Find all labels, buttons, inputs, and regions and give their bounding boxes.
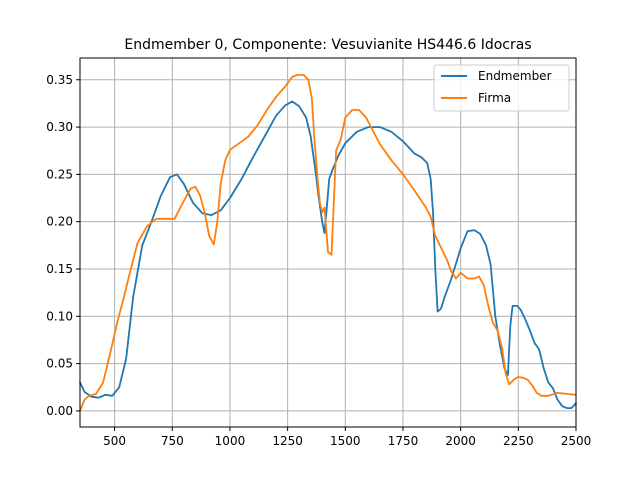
x-axis-ticks: 500 750 1000 1250 1500 1750 2000 2250 2500: [103, 427, 591, 448]
legend-box: [433, 64, 570, 112]
chart-title: Endmember 0, Componente: Vesuvianite HS4…: [124, 37, 531, 53]
legend-label-firma: Firma: [478, 91, 511, 105]
y-tick-label: 0.05: [46, 357, 73, 371]
y-tick-label: 0.30: [46, 120, 73, 134]
y-axis-ticks: 0.00 0.05 0.10 0.15 0.20 0.25 0.30 0.35: [46, 73, 80, 418]
y-tick-label: 0.20: [46, 215, 73, 229]
y-tick-label: 0.00: [46, 404, 73, 418]
y-tick-label: 0.10: [46, 309, 73, 323]
x-tick-label: 1000: [215, 434, 246, 448]
x-tick-label: 2000: [445, 434, 476, 448]
x-tick-label: 1750: [388, 434, 419, 448]
legend: Endmember Firma: [433, 64, 570, 112]
series-lines: [79, 74, 577, 412]
series-line-endmember: [79, 100, 577, 410]
x-tick-label: 750: [161, 434, 184, 448]
legend-label-endmember: Endmember: [478, 69, 552, 83]
x-tick-label: 1250: [272, 434, 303, 448]
x-tick-label: 2500: [561, 434, 592, 448]
series-line-firma: [79, 74, 577, 412]
plot-frame: [79, 57, 577, 428]
x-tick-label: 500: [103, 434, 126, 448]
x-tick-label: 1500: [330, 434, 361, 448]
y-tick-label: 0.35: [46, 73, 73, 87]
x-tick-label: 2250: [503, 434, 534, 448]
y-tick-label: 0.15: [46, 262, 73, 276]
y-tick-label: 0.25: [46, 167, 73, 181]
